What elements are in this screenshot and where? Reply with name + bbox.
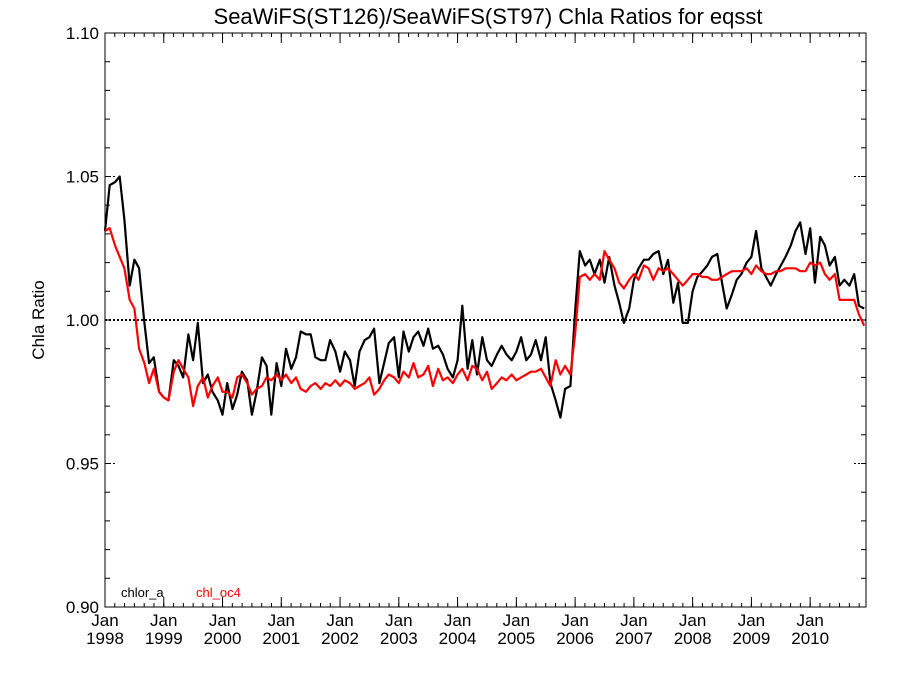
legend-entry-chlor_a: chlor_a [121, 585, 164, 600]
y-axis-label: Chla Ratio [29, 280, 48, 359]
x-tick-month-label: Jan [620, 611, 647, 630]
y-tick-label: 0.95 [66, 455, 99, 474]
x-tick-month-label: Jan [268, 611, 295, 630]
x-tick-year-label: 2009 [732, 629, 770, 648]
x-tick-year-label: 2004 [439, 629, 477, 648]
x-tick-year-label: 2006 [556, 629, 594, 648]
x-tick-month-label: Jan [503, 611, 530, 630]
x-tick-year-label: 2008 [674, 629, 712, 648]
series-group [103, 175, 866, 419]
x-tick-month-label: Jan [385, 611, 412, 630]
x-tick-year-label: 2010 [791, 629, 829, 648]
x-tick-year-label: 1999 [145, 629, 183, 648]
x-tick-year-label: 2000 [204, 629, 242, 648]
series-line-chlor_a [103, 175, 865, 419]
legend: chlor_a chl_oc4 [121, 585, 241, 600]
x-tick-month-label: Jan [209, 611, 236, 630]
x-tick-month-label: Jan [738, 611, 765, 630]
series-line-chl_oc4 [104, 227, 866, 408]
x-tick-month-label: Jan [796, 611, 823, 630]
y-tick-label: 1.00 [66, 311, 99, 330]
x-tick-month-label: Jan [679, 611, 706, 630]
x-tick-year-label: 2002 [321, 629, 359, 648]
chart-title: SeaWiFS(ST126)/SeaWiFS(ST97) Chla Ratios… [214, 4, 763, 29]
x-tick-year-label: 1998 [86, 629, 124, 648]
x-tick-month-label: Jan [561, 611, 588, 630]
x-axis: Jan1998Jan1999Jan2000Jan2001Jan2002Jan20… [86, 33, 860, 648]
x-tick-month-label: Jan [150, 611, 177, 630]
y-tick-label: 0.90 [66, 598, 99, 617]
x-tick-year-label: 2001 [262, 629, 300, 648]
x-tick-month-label: Jan [326, 611, 353, 630]
x-tick-year-label: 2007 [615, 629, 653, 648]
legend-entry-chl_oc4: chl_oc4 [196, 585, 241, 600]
y-axis: 0.90 0.95 1.00 1.05 1.10 [66, 24, 866, 617]
y-tick-label: 1.10 [66, 24, 99, 43]
y-tick-label: 1.05 [66, 168, 99, 187]
x-tick-year-label: 2005 [497, 629, 535, 648]
x-tick-year-label: 2003 [380, 629, 418, 648]
x-tick-month-label: Jan [91, 611, 118, 630]
x-tick-month-label: Jan [444, 611, 471, 630]
